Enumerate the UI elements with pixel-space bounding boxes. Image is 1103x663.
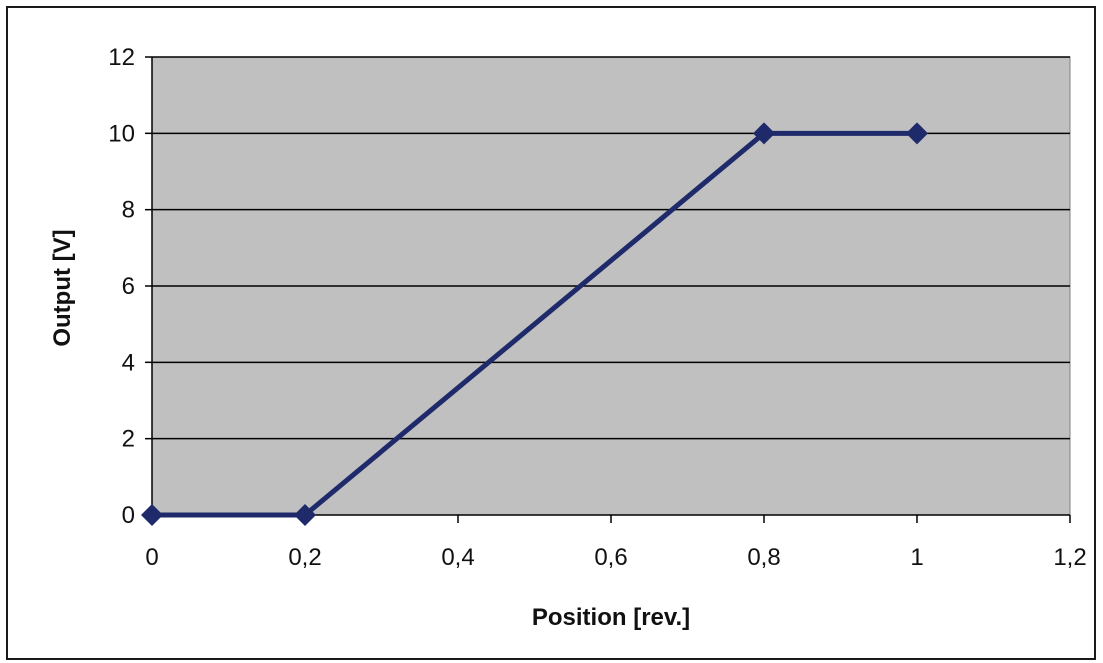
x-tick-label-5: 1	[910, 544, 923, 571]
y-tick-label-6: 12	[108, 44, 135, 71]
series-line-0	[152, 130, 917, 518]
x-tick-label-2: 0,4	[441, 544, 474, 571]
y-tick-label-2: 4	[122, 349, 135, 376]
y-tick-label-4: 8	[122, 197, 135, 224]
data-point-1	[294, 504, 316, 526]
x-tick-label-0: 0	[145, 544, 158, 571]
y-tick-label-0: 0	[122, 502, 135, 529]
y-axis-ticks: 0 2 4 6 8 10 12	[108, 44, 152, 529]
y-axis-title: Output [V]	[49, 229, 76, 346]
x-axis-title: Position [rev.]	[532, 604, 690, 631]
data-point-0	[141, 504, 163, 526]
series-group	[141, 122, 928, 526]
data-point-3	[906, 122, 928, 145]
x-tick-label-4: 0,8	[747, 544, 780, 571]
x-tick-label-1: 0,2	[288, 544, 321, 571]
y-tick-label-3: 6	[122, 273, 135, 300]
y-tick-label-1: 2	[122, 426, 135, 453]
y-tick-label-5: 10	[108, 120, 135, 147]
x-tick-label-3: 0,6	[594, 544, 627, 571]
data-point-2	[753, 122, 775, 145]
x-axis-ticks: 0 0,2 0,4 0,6 0,8 1 1,2	[145, 515, 1087, 571]
x-tick-label-6: 1,2	[1053, 544, 1086, 571]
